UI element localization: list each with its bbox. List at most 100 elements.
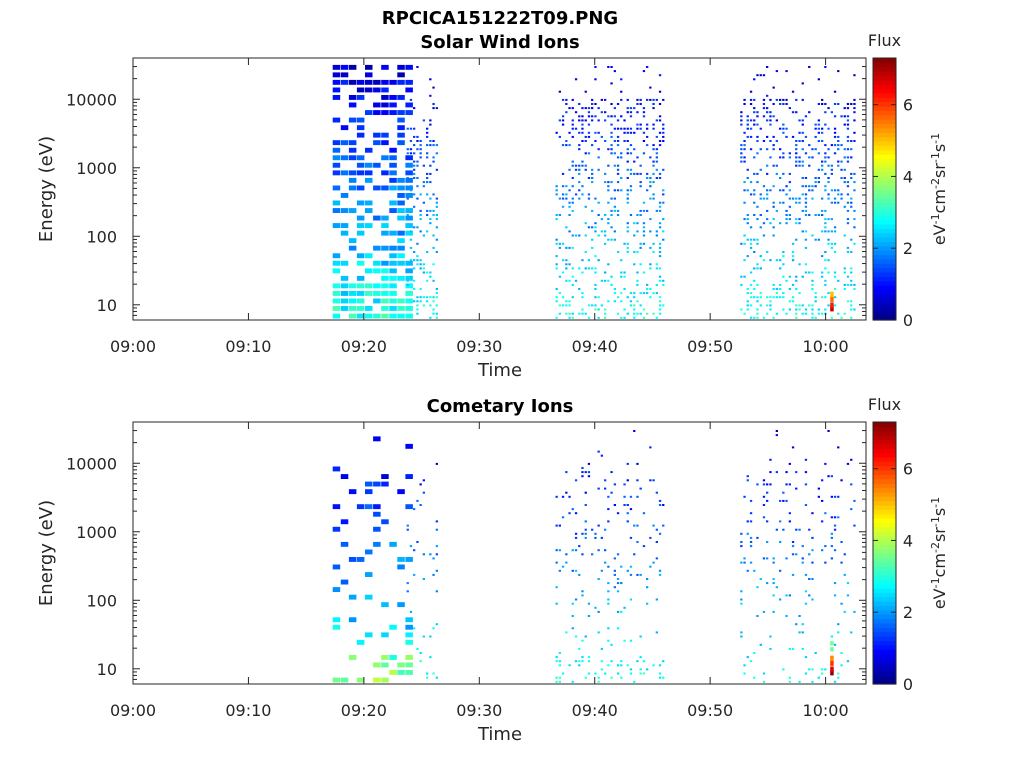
flux-cell [840,602,843,605]
flux-cell [332,587,341,592]
flux-cell [389,110,397,115]
flux-cell [429,119,432,122]
flux-cell [373,481,381,487]
flux-cell [568,205,571,208]
flux-cell [626,107,629,110]
flux-cell [574,127,578,130]
flux-cell [587,267,591,270]
flux-cell [561,144,565,147]
flux-cell [636,279,639,282]
flux-cell [837,160,840,163]
flux-cell [432,672,435,675]
flux-cell [435,238,438,241]
flux-cell [740,308,743,311]
flux-cell [561,185,565,188]
flux-cell [633,263,636,266]
colorbar-segment [873,662,896,668]
flux-cell [610,275,613,278]
flux-cell [365,79,373,85]
colorbar-segment [873,88,896,94]
flux-cell [658,209,662,212]
flux-cell [397,72,405,78]
flux-cell [419,504,422,506]
flux-cell [409,189,413,192]
flux-cell [429,553,432,556]
flux-cell [833,643,837,646]
flux-cell [607,164,610,167]
flux-cell [782,131,785,134]
flux-cell [626,226,629,229]
flux-cell [662,230,665,233]
flux-cell [610,123,613,126]
flux-cell [373,79,381,85]
flux-cell [749,193,753,196]
flux-cell [655,263,658,266]
flux-cell [616,553,620,556]
flux-cell [389,306,397,311]
flux-cell [756,300,759,303]
flux-cell [397,253,405,259]
colorbar-segment [873,574,896,580]
flux-cell [422,181,425,184]
flux-cell [419,218,422,221]
flux-cell [646,586,649,589]
flux-cell [821,296,824,299]
flux-cell [597,316,600,319]
flux-cell [406,300,409,303]
flux-cell [821,668,824,671]
flux-cell [413,288,416,290]
colorbar-segment [873,461,896,467]
flux-cell [555,267,558,270]
flux-cell [597,148,600,151]
flux-cell [594,296,597,299]
flux-cell [555,676,558,679]
flux-cell [340,230,349,236]
flux-cell [772,578,775,580]
flux-cell [791,296,795,299]
flux-cell [756,181,759,184]
flux-cell [604,487,607,490]
flux-cell [616,312,620,315]
flux-cell [753,238,756,241]
flux-cell [636,98,639,101]
colorbar-segment [873,114,896,120]
flux-cell [779,288,782,290]
flux-cell [571,185,574,188]
flux-cell [766,135,769,138]
flux-cell [853,181,856,184]
flux-cell [746,569,749,572]
flux-cell [435,528,438,531]
flux-cell [348,147,357,153]
flux-cell [785,214,788,216]
flux-cell [830,189,833,192]
flux-cell [587,304,591,307]
flux-cell [791,135,795,138]
flux-cell [655,234,658,237]
flux-cell [332,617,341,623]
flux-cell [837,446,840,449]
flux-cell [749,242,753,245]
flux-cell [604,316,607,319]
flux-cell [658,131,662,134]
flux-cell [568,304,571,307]
flux-cell [620,271,623,274]
flux-cell [766,189,769,192]
flux-cell [655,230,658,233]
flux-cell [853,131,856,134]
flux-cell [571,296,574,299]
panel-title: Cometary Ions [427,396,574,417]
flux-cell [833,271,837,274]
colorbar-segment [873,145,896,151]
flux-cell [629,565,633,568]
flux-cell [833,189,837,192]
flux-cell [416,263,419,266]
flux-cell [591,226,594,229]
flux-cell [604,242,607,245]
flux-cell [655,177,658,179]
flux-cell [850,156,853,159]
flux-cell [626,312,629,315]
flux-cell [565,140,568,142]
flux-cell [646,127,649,130]
